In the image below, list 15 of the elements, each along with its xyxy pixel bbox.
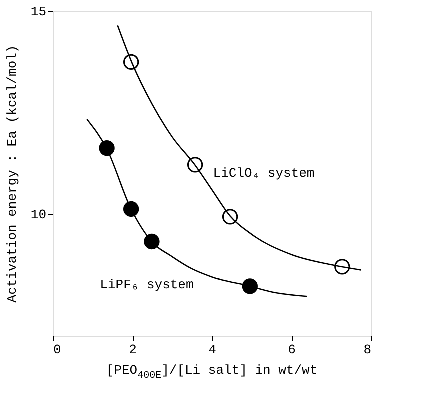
x-tick-label: 4: [208, 342, 217, 358]
y-axis-title: Activation energy : Ea (kcal/mol): [4, 45, 20, 303]
series-label: LiClO₄ system: [213, 166, 315, 181]
point: [99, 140, 115, 156]
line-series: [117, 24, 362, 271]
text: LiPF₆ system: [100, 277, 194, 292]
point: [144, 234, 160, 250]
y-tick-label: 10: [30, 208, 46, 223]
x-tick-label: 6: [288, 342, 296, 358]
x-tick-label: 0: [54, 342, 62, 358]
y-tick-label: 15: [30, 4, 46, 20]
point: [242, 278, 258, 294]
point: [123, 201, 140, 218]
x-tick-label: 8: [364, 342, 372, 358]
x-tick-label: 2: [129, 342, 137, 358]
